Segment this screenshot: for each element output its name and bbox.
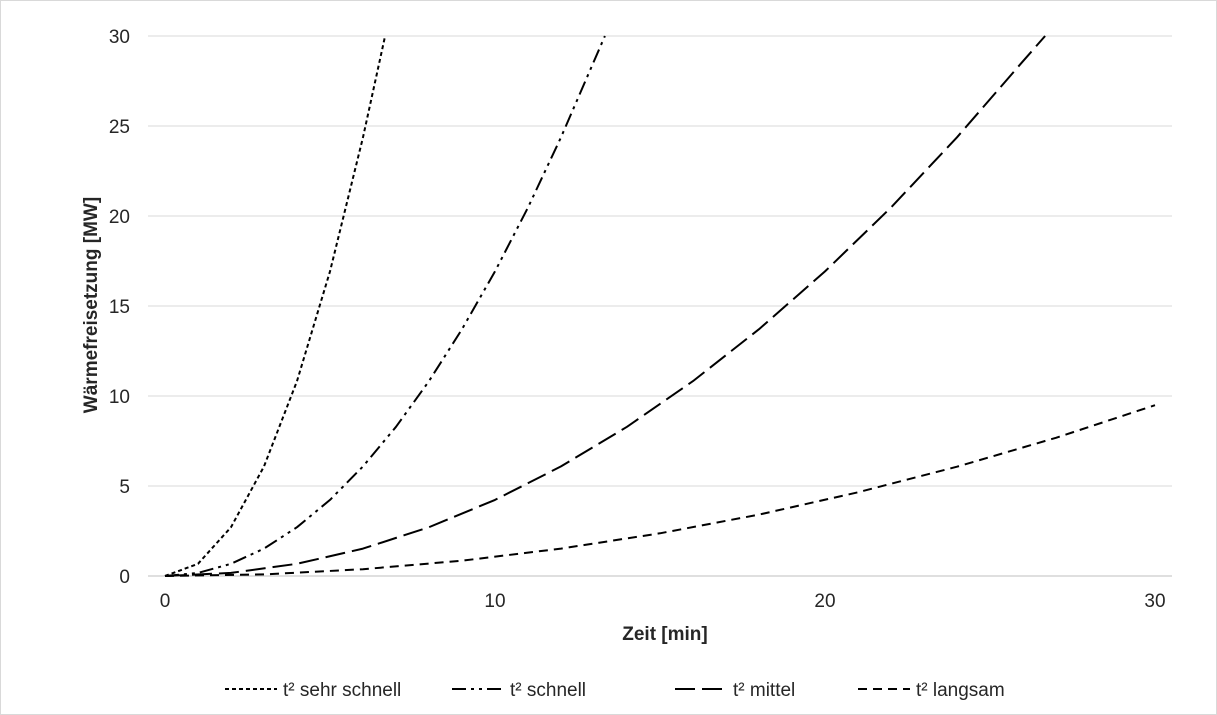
y-tick-label: 20: [109, 207, 130, 228]
x-tick-label: 20: [814, 591, 835, 612]
legend: t² sehr schnell t² schnell t² mittel t² lan…: [225, 680, 1005, 701]
legend-label-1: t² sehr schnell: [283, 680, 401, 701]
y-tick-label: 0: [119, 567, 130, 588]
x-axis-title: Zeit [min]: [622, 624, 708, 645]
legend-label-4: t² langsam: [916, 680, 1005, 701]
legend-label-2: t² schnell: [510, 680, 586, 701]
series-line-2: [164, 35, 606, 577]
series-line-4: [164, 404, 1156, 577]
x-tick-label: 0: [160, 591, 171, 612]
x-tick-label: 30: [1144, 591, 1165, 612]
y-axis-title: Wärmefreisetzung [MW]: [81, 197, 102, 413]
y-tick-label: 30: [109, 27, 130, 48]
series-lines: [164, 35, 1156, 577]
y-tick-label: 5: [119, 477, 130, 498]
x-tick-label: 10: [484, 591, 505, 612]
y-tick-label: 15: [109, 297, 130, 318]
series-line-3: [164, 35, 1046, 577]
y-tick-label: 25: [109, 117, 130, 138]
tick-labels: 0 5 10 15 20 25 30 0 10 20 30: [109, 27, 1166, 612]
legend-label-3: t² mittel: [733, 680, 795, 701]
series-line-1: [164, 35, 387, 577]
y-tick-label: 10: [109, 387, 130, 408]
